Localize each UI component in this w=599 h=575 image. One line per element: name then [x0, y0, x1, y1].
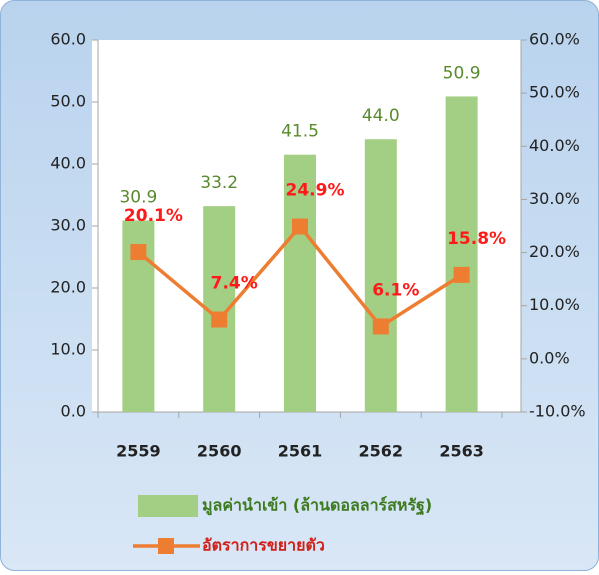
y-tick-label: 10.0: [50, 340, 86, 359]
line-marker: [211, 311, 228, 328]
y2-tick-label: 50.0%: [529, 83, 580, 102]
legend-label: มูลค่านำเข้า (ล้านดอลลาร์สหรัฐ): [202, 496, 432, 517]
y-tick-label: 0.0: [61, 402, 86, 421]
legend-swatch: [138, 495, 198, 517]
line-value-label: 24.9%: [286, 181, 345, 201]
y-tick-label: 40.0: [50, 154, 86, 173]
line-marker: [130, 244, 147, 261]
x-tick-label: 2559: [116, 442, 161, 461]
bar-value-label: 33.2: [200, 173, 238, 193]
y-tick-label: 50.0: [50, 92, 86, 111]
line-value-label: 6.1%: [372, 280, 419, 300]
line-marker: [453, 266, 470, 283]
line-marker: [372, 318, 389, 335]
y2-tick-label: 10.0%: [529, 295, 580, 314]
bar: [364, 139, 397, 412]
bar: [284, 154, 316, 412]
y2-tick-label: 30.0%: [529, 189, 580, 208]
line-value-label: 7.4%: [211, 274, 258, 294]
line-marker: [292, 218, 308, 235]
legend-swatch-marker: [158, 538, 174, 554]
bar: [445, 96, 478, 413]
y2-tick-label: 20.0%: [529, 242, 580, 261]
x-tick-label: 2560: [197, 442, 242, 461]
line-value-label: 15.8%: [447, 229, 506, 249]
bar-value-label: 44.0: [362, 106, 400, 126]
y-tick-label: 30.0: [50, 216, 86, 235]
bar-value-label: 30.9: [119, 187, 157, 207]
y-tick-label: 20.0: [50, 278, 86, 297]
bar-value-label: 41.5: [281, 122, 319, 142]
y2-tick-label: 40.0%: [529, 136, 580, 155]
bar-value-label: 50.9: [443, 63, 481, 83]
x-tick-label: 2563: [439, 442, 484, 461]
y2-tick-label: 60.0%: [529, 30, 580, 49]
x-tick-label: 2562: [359, 442, 404, 461]
line-value-label: 20.1%: [124, 206, 183, 226]
x-tick-label: 2561: [278, 442, 323, 461]
y-tick-label: 60.0: [50, 30, 86, 49]
y2-tick-label: 0.0%: [529, 348, 570, 367]
legend-label: อัตราการขยายตัว: [202, 536, 325, 555]
y2-tick-label: -10.0%: [529, 402, 586, 421]
